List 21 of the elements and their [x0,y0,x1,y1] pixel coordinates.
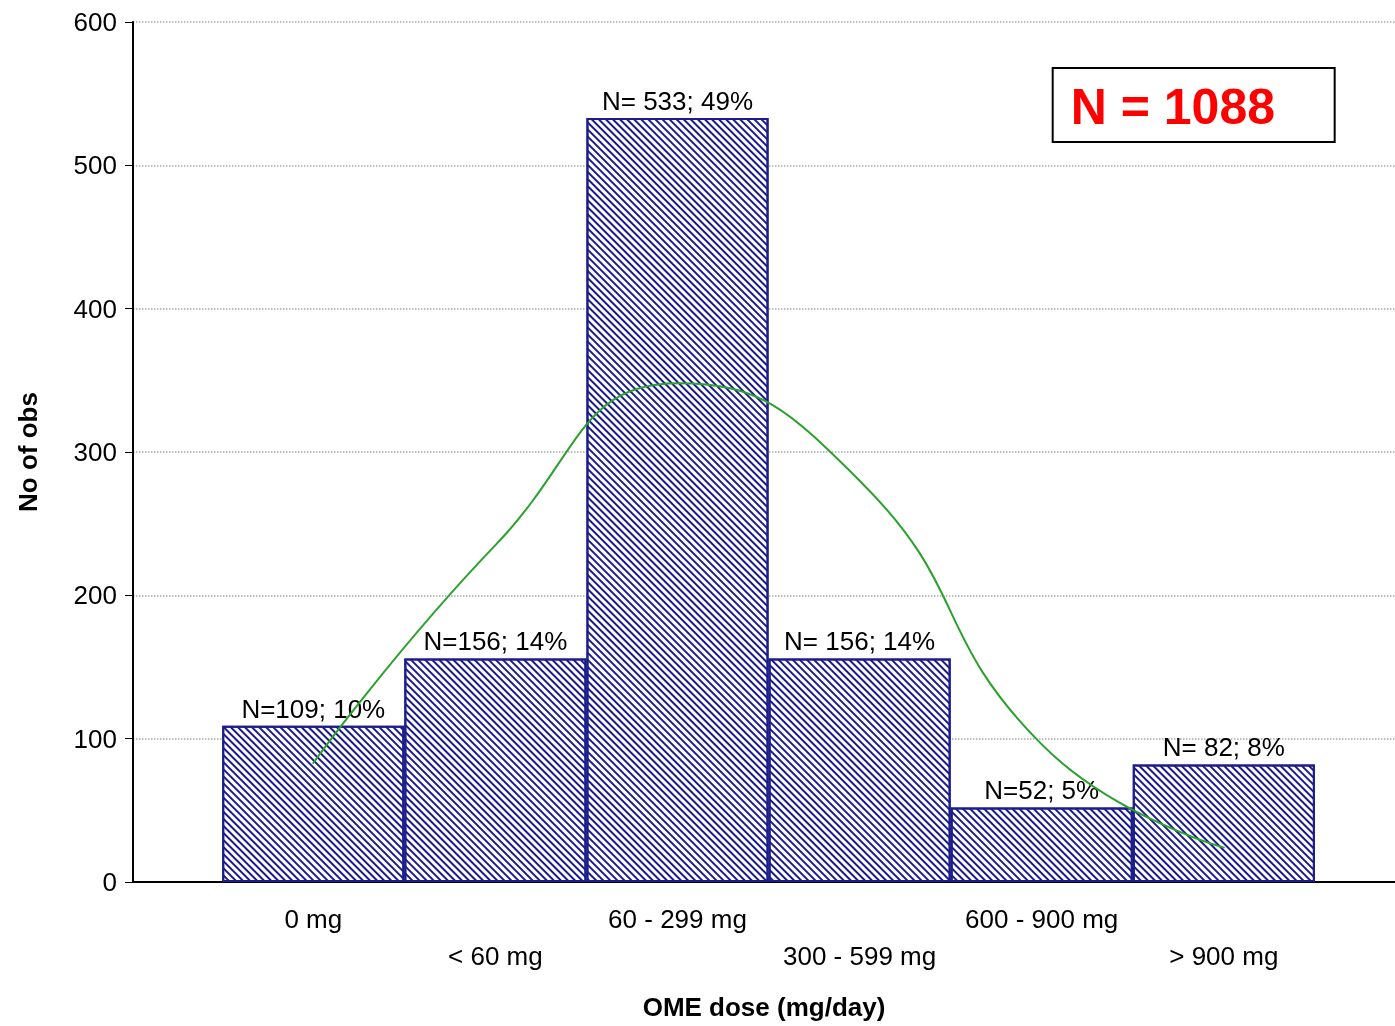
x-tick-label: 60 - 299 mg [608,903,747,934]
y-tick-label: 400 [73,293,117,324]
x-tick-label: > 900 mg [1169,940,1279,971]
y-axis-title: No of obs [13,392,43,512]
x-tick-label: 0 mg [284,903,343,934]
y-tick-label: 500 [73,150,117,181]
data-label: N= 156; 14% [784,626,936,657]
y-tick-label: 0 [102,867,117,897]
data-label: N= 82; 8% [1162,732,1285,763]
x-axis-title: OME dose (mg/day) [642,992,886,1022]
y-tick-label: 200 [73,580,117,611]
data-label: N=52; 5% [984,775,1100,806]
data-label: N= 533; 49% [601,86,754,117]
x-tick-label: < 60 mg [448,940,543,971]
x-tick-label: 600 - 900 mg [965,903,1119,934]
y-tick-label: 300 [73,437,117,467]
x-tick-label: 300 - 599 mg [783,940,937,971]
y-tick-label: 600 [73,7,117,37]
y-tick-label: 100 [73,723,117,754]
annotation: N = 1088 [1070,79,1276,135]
data-label: N=156; 14% [423,626,568,657]
